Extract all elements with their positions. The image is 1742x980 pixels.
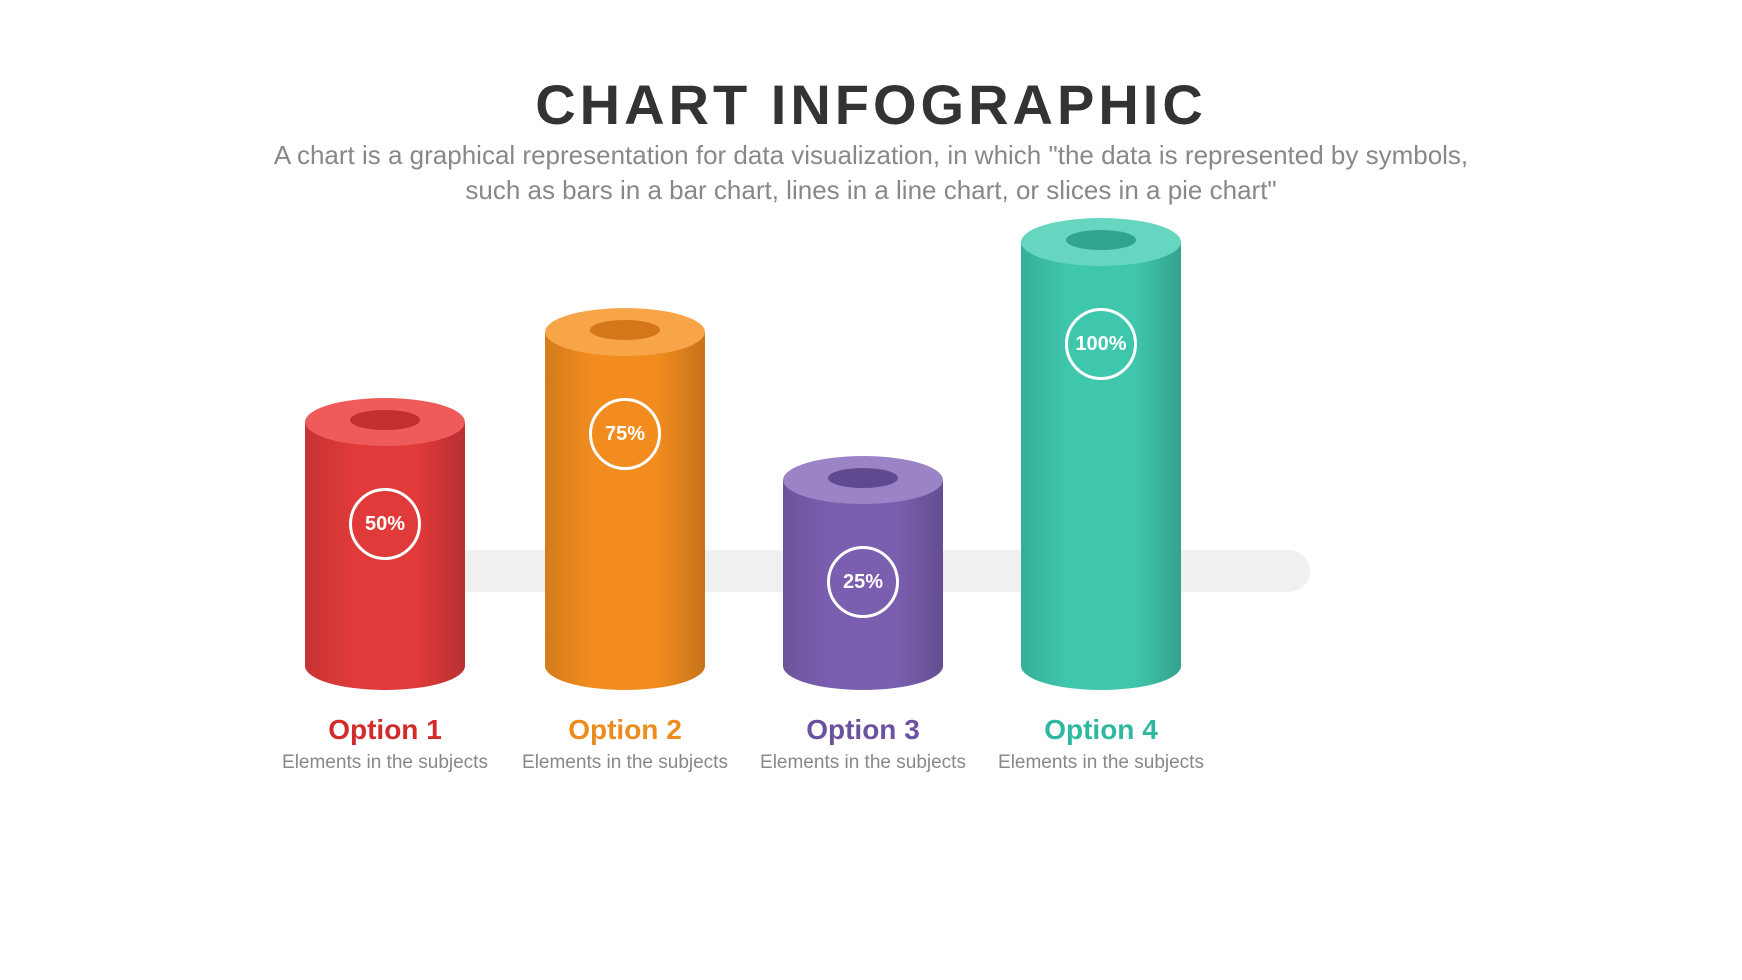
chart-column: 100% Option 4 Elements in the subjects — [996, 0, 1206, 980]
cylinder-hole — [590, 320, 660, 340]
value-badge: 25% — [827, 546, 899, 618]
option-label: Option 4 — [996, 714, 1206, 746]
chart-column: 50% Option 1 Elements in the subjects — [280, 0, 490, 980]
option-sublabel: Elements in the subjects — [996, 752, 1206, 774]
option-label: Option 1 — [280, 714, 490, 746]
cylinder-hole — [1066, 230, 1136, 250]
value-badge: 75% — [589, 398, 661, 470]
chart-column: 25% Option 3 Elements in the subjects — [758, 0, 968, 980]
value-badge: 100% — [1065, 308, 1137, 380]
option-label: Option 3 — [758, 714, 968, 746]
chart-column: 75% Option 2 Elements in the subjects — [520, 0, 730, 980]
option-sublabel: Elements in the subjects — [520, 752, 730, 774]
option-sublabel: Elements in the subjects — [280, 752, 490, 774]
option-label: Option 2 — [520, 714, 730, 746]
cylinder-hole — [350, 410, 420, 430]
value-badge: 50% — [349, 488, 421, 560]
option-sublabel: Elements in the subjects — [758, 752, 968, 774]
cylinder-body — [545, 332, 705, 690]
cylinder-hole — [828, 468, 898, 488]
cylinder-chart: 50% Option 1 Elements in the subjects 75% Op… — [0, 0, 1742, 980]
infographic-page: CHART INFOGRAPHIC A chart is a graphical… — [0, 0, 1742, 980]
